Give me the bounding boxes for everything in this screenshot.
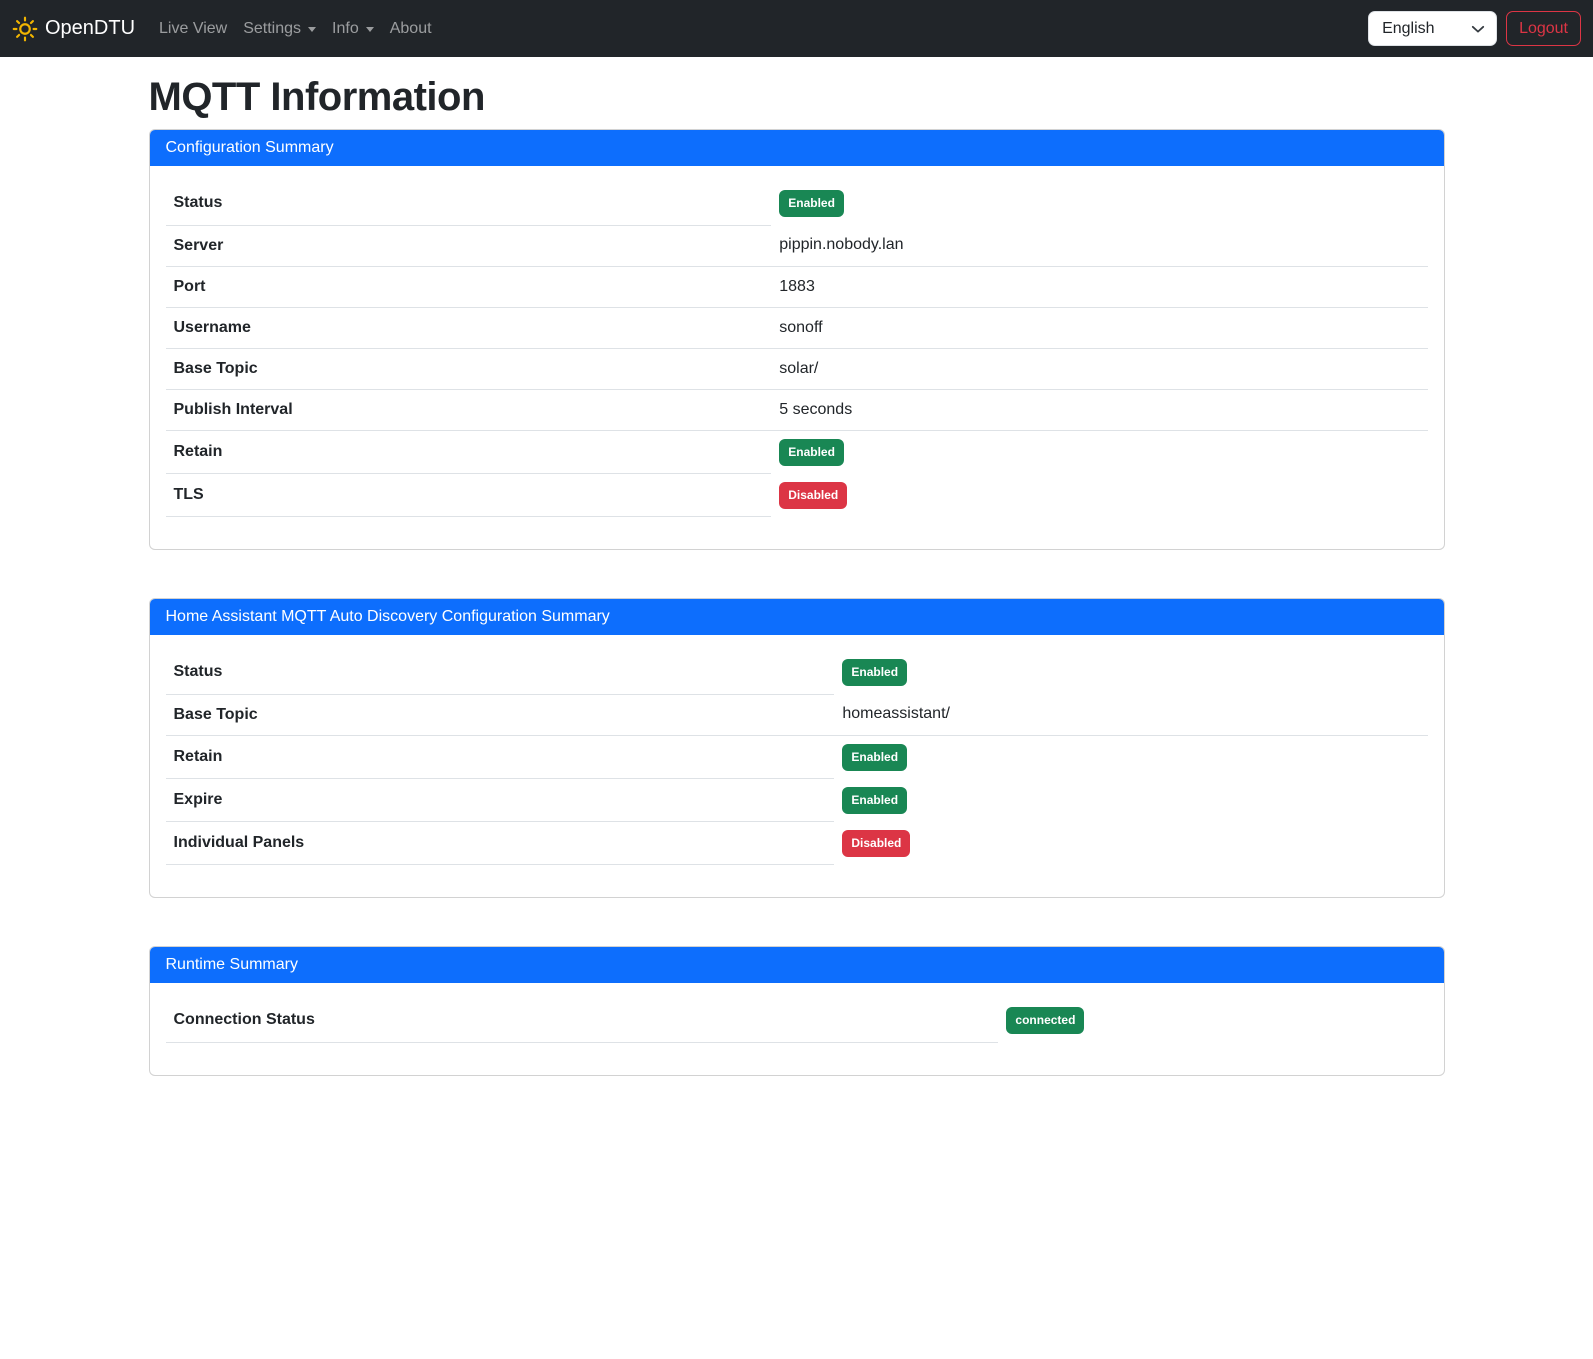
table-row: Individual Panels Disabled [165, 821, 1428, 865]
card-body: Status Enabled Server pippin.nobody.lan Port… [150, 166, 1444, 549]
table-row: Server pippin.nobody.lan [165, 225, 1428, 267]
table-row: Retain Enabled [165, 735, 1428, 779]
table-row: Status Enabled [165, 182, 1428, 226]
table-row: Username sonoff [165, 307, 1428, 349]
card-header: Runtime Summary [149, 947, 1444, 983]
row-value-cell: Disabled [834, 822, 1427, 865]
nav-link-label: Info [332, 19, 359, 37]
status-badge: connected [1006, 1007, 1085, 1034]
row-label: Retain [165, 735, 835, 779]
row-label: Individual Panels [165, 821, 835, 865]
nav-item-settings: Settings [235, 12, 324, 46]
table-row: Expire Enabled [165, 778, 1428, 822]
row-value-cell: connected [998, 999, 1427, 1042]
row-label: Port [165, 266, 772, 308]
nav-item-live-view: Live View [151, 12, 235, 46]
nav-link-info[interactable]: Info [324, 12, 382, 46]
chevron-down-caret [308, 27, 317, 32]
card-0: Configuration Summary Status Enabled Server… [148, 129, 1445, 550]
logout-button[interactable]: Logout [1506, 11, 1581, 46]
navbar-inner: OpenDTU Live View Settings Info About Engli… [0, 11, 1593, 46]
table-row: Base Topic homeassistant/ [165, 694, 1428, 736]
chevron-down-caret [365, 27, 374, 32]
card-header: Home Assistant MQTT Auto Discovery Confi… [149, 599, 1444, 635]
navbar: OpenDTU Live View Settings Info About Engli… [0, 0, 1593, 57]
nav-item-about: About [382, 12, 440, 46]
table-row: Publish Interval 5 seconds [165, 389, 1428, 431]
row-value-cell: Enabled [771, 182, 1427, 225]
table-row: Base Topic solar/ [165, 348, 1428, 390]
row-label: Connection Status [165, 999, 999, 1043]
row-label: Status [165, 651, 835, 695]
row-label: Retain [165, 430, 772, 474]
status-badge: Enabled [842, 786, 908, 814]
row-label: TLS [165, 473, 772, 517]
brand-link[interactable]: OpenDTU [12, 16, 135, 42]
card-1: Home Assistant MQTT Auto Discovery Confi… [148, 598, 1445, 898]
row-value-cell: Enabled [834, 779, 1427, 822]
nav-links: Live View Settings Info About [151, 12, 1368, 46]
nav-link-label: Live View [159, 19, 228, 37]
table-row: Retain Enabled [165, 430, 1428, 474]
row-value-cell: Enabled [771, 430, 1427, 474]
table-row: Port 1883 [165, 266, 1428, 308]
row-label: Publish Interval [165, 389, 772, 431]
row-label: Status [165, 182, 772, 226]
row-value-cell: Enabled [834, 651, 1427, 694]
nav-item-info: Info [324, 12, 382, 46]
row-value: 1883 [771, 266, 1428, 308]
nav-link-label: Settings [243, 19, 302, 37]
card-header: Configuration Summary [149, 130, 1444, 166]
status-badge: Disabled [779, 481, 848, 509]
row-value: solar/ [771, 348, 1428, 390]
row-value: 5 seconds [771, 389, 1428, 431]
page-title: MQTT Information [148, 75, 486, 119]
row-value-cell: Enabled [834, 735, 1427, 779]
chevron-down-icon [1471, 22, 1485, 41]
main-content: MQTT Information Configuration Summary St… [137, 73, 1457, 1076]
row-value: sonoff [771, 307, 1428, 349]
navbar-right: English Logout [1368, 11, 1581, 46]
status-badge: Enabled [779, 438, 844, 466]
row-label: Expire [165, 778, 835, 822]
language-select[interactable]: English [1368, 11, 1498, 46]
row-label: Server [165, 225, 772, 267]
nav-link-about[interactable]: About [382, 12, 440, 46]
row-value-cell: Disabled [771, 474, 1427, 517]
nav-link-label: About [389, 19, 432, 37]
card-2: Runtime Summary Connection Status connecte… [148, 946, 1445, 1076]
nav-link-settings[interactable]: Settings [235, 12, 324, 46]
info-table: Status Enabled Base Topic homeassistant/Ret… [165, 651, 1428, 865]
row-value: pippin.nobody.lan [771, 225, 1428, 267]
info-table: Status Enabled Server pippin.nobody.lan Port… [165, 182, 1428, 517]
status-badge: Enabled [842, 659, 908, 686]
nav-link-live-view[interactable]: Live View [151, 12, 235, 46]
card-body: Connection Status connected [150, 983, 1444, 1075]
row-label: Username [165, 307, 772, 349]
language-selected-value: English [1382, 19, 1435, 37]
brand-label: OpenDTU [45, 17, 136, 39]
status-badge: Enabled [779, 190, 844, 217]
row-label: Base Topic [165, 348, 772, 390]
card-body: Status Enabled Base Topic homeassistant/Ret… [150, 635, 1444, 897]
cards-container: Configuration Summary Status Enabled Server… [148, 129, 1445, 1076]
status-badge: Disabled [842, 829, 911, 857]
row-value: homeassistant/ [834, 694, 1428, 736]
table-row: TLS Disabled [165, 473, 1428, 517]
info-table: Connection Status connected [165, 999, 1428, 1043]
row-label: Base Topic [165, 694, 835, 736]
table-row: Status Enabled [165, 651, 1428, 695]
status-badge: Enabled [842, 743, 908, 771]
sun-icon [12, 16, 38, 42]
table-row: Connection Status connected [165, 999, 1428, 1043]
